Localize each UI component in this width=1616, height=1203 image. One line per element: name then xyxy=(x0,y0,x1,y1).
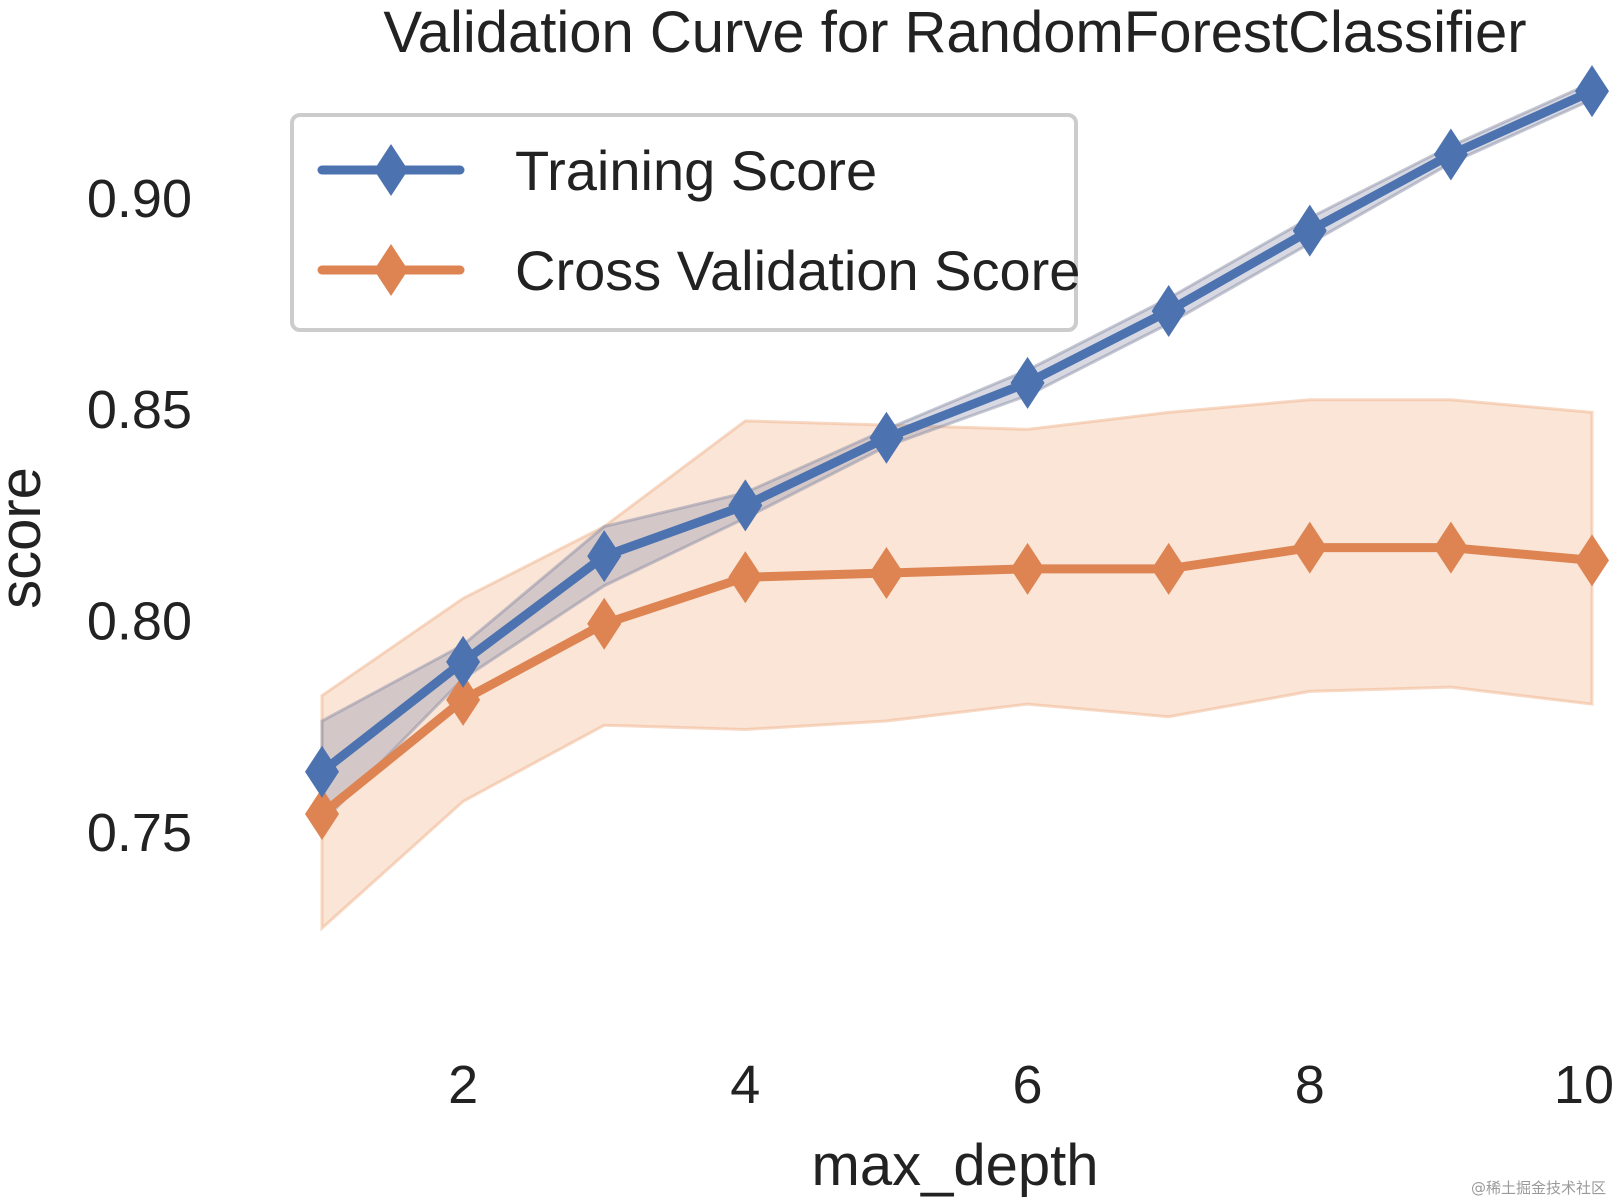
point-training xyxy=(1151,284,1186,337)
x-tick-label: 8 xyxy=(1295,1055,1325,1115)
x-tick-label: 10 xyxy=(1554,1055,1614,1115)
point-cross-validation xyxy=(305,788,339,840)
point-cross-validation xyxy=(1010,542,1045,595)
line-cross-validation xyxy=(317,543,1597,819)
y-axis-ticks: 0.75 0.80 0.85 0.90 xyxy=(87,169,192,863)
point-training xyxy=(1010,356,1045,409)
y-tick-label: 0.85 xyxy=(87,380,192,440)
point-cross-validation xyxy=(1292,521,1327,574)
x-axis-label: max_depth xyxy=(812,1133,1099,1198)
legend-items: Training Score Cross Validation Score xyxy=(317,139,1080,302)
point-training xyxy=(446,635,481,688)
point-cross-validation xyxy=(587,597,622,650)
y-tick-label: 0.90 xyxy=(87,169,192,229)
point-training xyxy=(728,479,763,532)
point-cross-validation xyxy=(1575,534,1609,587)
point-cross-validation xyxy=(728,551,763,604)
x-tick-label: 2 xyxy=(448,1055,478,1115)
legend-label-training: Training Score xyxy=(515,139,877,202)
point-cross-validation xyxy=(869,547,904,600)
point-training xyxy=(305,745,339,798)
point-cross-validation xyxy=(1433,521,1468,574)
y-tick-label: 0.75 xyxy=(87,803,192,863)
point-training xyxy=(587,530,622,583)
legend-marker-cross-validation xyxy=(374,244,408,296)
watermark: @稀土掘金技术社区 xyxy=(1471,1179,1606,1197)
legend-label-cross-validation: Cross Validation Score xyxy=(515,239,1080,302)
legend-box xyxy=(290,113,1078,332)
y-axis-label: score xyxy=(0,467,53,609)
chart-title: Validation Curve for RandomForestClassif… xyxy=(383,0,1526,65)
point-cross-validation xyxy=(1151,542,1186,595)
series-markers xyxy=(305,65,1609,840)
band-cross-validation xyxy=(320,398,1594,932)
y-tick-label: 0.80 xyxy=(87,592,192,652)
point-training xyxy=(1433,128,1468,181)
point-cross-validation xyxy=(446,673,481,726)
x-axis-ticks: 2 4 6 8 10 xyxy=(448,1055,1614,1115)
series-lines xyxy=(317,86,1597,819)
x-tick-label: 6 xyxy=(1013,1055,1043,1115)
point-training xyxy=(1292,204,1327,257)
line-training xyxy=(317,86,1597,777)
legend: Training Score Cross Validation Score xyxy=(290,113,1080,332)
x-tick-label: 4 xyxy=(730,1055,760,1115)
legend-marker-training xyxy=(374,144,408,196)
point-training xyxy=(869,411,904,464)
point-training xyxy=(1575,65,1609,118)
